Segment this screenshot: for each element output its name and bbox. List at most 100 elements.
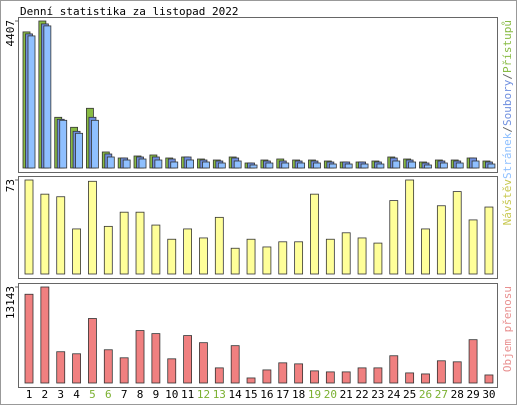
x-tick-label: 8 xyxy=(137,388,144,401)
x-tick-label: 22 xyxy=(355,388,368,401)
bar xyxy=(230,345,240,384)
bar xyxy=(452,361,462,384)
x-tick-label: 28 xyxy=(451,388,464,401)
x-tick-label: 19 xyxy=(308,388,321,401)
bar xyxy=(484,374,494,384)
bar xyxy=(214,216,224,275)
bar xyxy=(24,179,34,275)
x-tick-label: 9 xyxy=(153,388,160,401)
y-tick-label: 4407 xyxy=(4,20,17,47)
bar xyxy=(405,179,415,275)
x-tick-label: 23 xyxy=(371,388,384,401)
bar xyxy=(233,160,242,169)
x-tick-label: 2 xyxy=(42,388,49,401)
bar xyxy=(154,159,163,169)
x-tick-label: 1 xyxy=(26,388,33,401)
x-tick-label: 29 xyxy=(466,388,479,401)
bar xyxy=(40,193,50,275)
bar xyxy=(468,339,478,384)
bar xyxy=(389,355,399,384)
bar xyxy=(278,362,288,384)
panel-frame xyxy=(18,176,498,279)
bar xyxy=(199,237,208,275)
bar xyxy=(405,372,415,384)
bar xyxy=(119,211,129,275)
x-tick-label: 25 xyxy=(403,388,416,401)
bar xyxy=(138,158,147,169)
panel-frame xyxy=(18,17,498,173)
x-tick-label: 21 xyxy=(340,388,353,401)
bar xyxy=(360,163,369,169)
bar xyxy=(91,119,99,169)
y-tick-label: 73 xyxy=(4,179,17,192)
x-tick-label: 20 xyxy=(324,388,337,401)
legend-entry: Stránek xyxy=(501,132,514,179)
bar xyxy=(59,119,68,169)
bar xyxy=(167,238,177,275)
bar xyxy=(230,247,240,275)
bar xyxy=(262,369,272,384)
bar xyxy=(183,228,193,275)
x-tick-label: 26 xyxy=(419,388,432,401)
x-tick-label: 17 xyxy=(276,388,289,401)
x-tick-label: 12 xyxy=(197,388,210,401)
bar xyxy=(56,351,66,384)
bar xyxy=(421,373,430,384)
bar xyxy=(439,162,448,169)
x-tick-label: 18 xyxy=(292,388,305,401)
bar xyxy=(106,156,115,169)
bar xyxy=(246,238,256,275)
bar xyxy=(281,162,290,169)
x-tick-label: 13 xyxy=(213,388,226,401)
x-tick-label: 6 xyxy=(105,388,112,401)
x-tick-label: 14 xyxy=(229,388,243,401)
bar xyxy=(249,164,258,169)
bar xyxy=(424,164,432,169)
bar xyxy=(341,232,351,275)
bar xyxy=(122,159,131,169)
legend-entry: Návštěv xyxy=(501,179,514,226)
bar xyxy=(487,163,496,169)
bar xyxy=(167,358,177,384)
bar xyxy=(373,242,383,275)
bar xyxy=(392,160,401,169)
bar xyxy=(452,191,462,275)
bar xyxy=(262,246,272,275)
bar xyxy=(313,162,321,169)
bar xyxy=(27,35,36,169)
bar xyxy=(344,163,353,169)
bar xyxy=(294,241,304,275)
legend: Objem přenosu xyxy=(501,286,514,372)
x-tick-label: 16 xyxy=(260,388,273,401)
legend-entry: Objem přenosu xyxy=(501,286,514,372)
x-tick-label: 5 xyxy=(89,388,96,401)
bar xyxy=(294,363,304,384)
bar xyxy=(341,371,351,384)
bar xyxy=(202,161,210,169)
bar xyxy=(199,342,208,384)
bar xyxy=(88,318,97,384)
bar xyxy=(436,205,446,275)
bar xyxy=(214,367,224,384)
bar xyxy=(325,238,335,275)
x-tick-label: 27 xyxy=(435,388,448,401)
bar xyxy=(119,357,129,384)
legend-separator: / xyxy=(501,126,514,133)
bar xyxy=(135,330,145,384)
x-tick-label: 15 xyxy=(244,388,257,401)
bar xyxy=(246,377,256,384)
bar xyxy=(421,228,430,275)
bar xyxy=(217,162,226,169)
bar xyxy=(40,286,50,384)
bar xyxy=(471,160,480,169)
y-tick-label: 13143 xyxy=(4,286,17,319)
bar xyxy=(72,228,81,275)
bar xyxy=(357,367,367,384)
x-tick-label: 24 xyxy=(387,388,401,401)
bar xyxy=(436,360,446,384)
bar xyxy=(373,367,383,384)
legend-entry: Přístupů xyxy=(501,20,514,73)
bar xyxy=(468,219,478,275)
